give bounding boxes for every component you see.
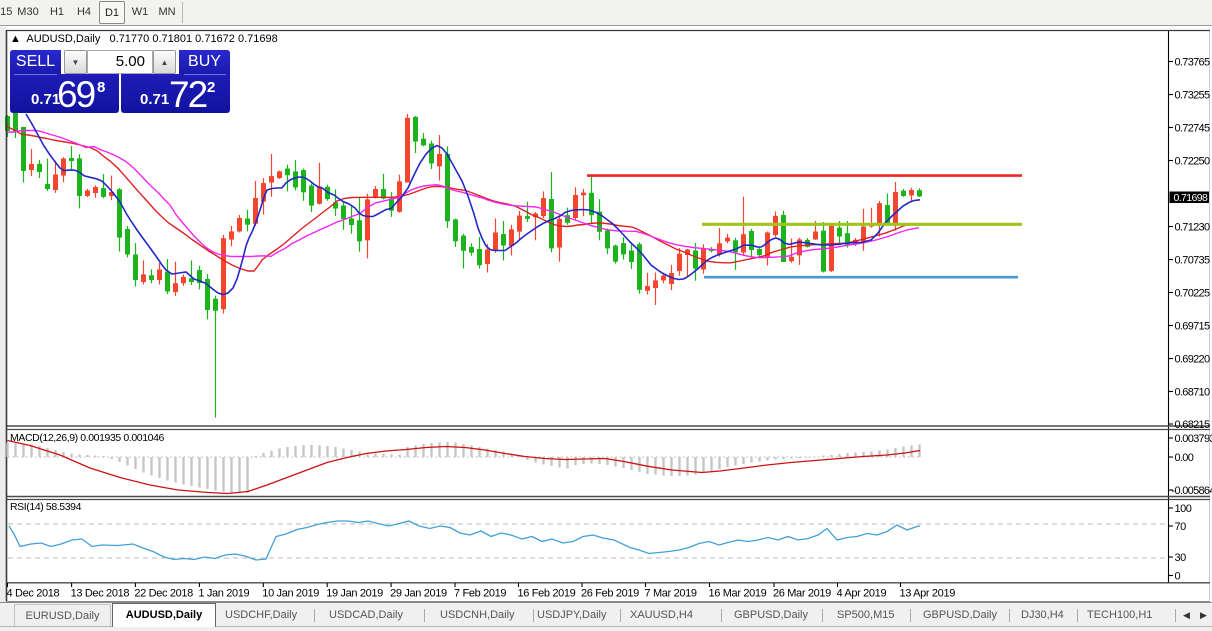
svg-text:13 Apr 2019: 13 Apr 2019 (900, 588, 956, 600)
svg-text:0.68215: 0.68215 (1175, 419, 1210, 431)
svg-text:29 Jan 2019: 29 Jan 2019 (390, 588, 447, 600)
svg-text:16 Mar 2019: 16 Mar 2019 (709, 588, 767, 600)
svg-text:13 Dec 2018: 13 Dec 2018 (71, 588, 130, 600)
svg-text:0.73255: 0.73255 (1175, 90, 1210, 102)
svg-text:19 Jan 2019: 19 Jan 2019 (326, 588, 383, 600)
svg-text:26 Feb 2019: 26 Feb 2019 (581, 588, 639, 600)
svg-text:4 Apr 2019: 4 Apr 2019 (837, 588, 887, 600)
svg-text:0.00: 0.00 (1175, 452, 1194, 464)
svg-text:0: 0 (1175, 571, 1181, 583)
svg-text:0.71698: 0.71698 (1174, 192, 1209, 204)
svg-text:0.73765: 0.73765 (1175, 57, 1210, 69)
svg-text:0.72745: 0.72745 (1175, 123, 1210, 135)
svg-text:30: 30 (1175, 552, 1187, 564)
svg-text:-0.005864: -0.005864 (1172, 485, 1212, 497)
svg-text:22 Dec 2018: 22 Dec 2018 (134, 588, 193, 600)
svg-text:0.69220: 0.69220 (1175, 354, 1210, 366)
svg-text:0.003793: 0.003793 (1175, 433, 1212, 445)
svg-text:4 Dec 2018: 4 Dec 2018 (7, 588, 60, 600)
svg-text:0.70225: 0.70225 (1175, 288, 1210, 300)
svg-text:7 Mar 2019: 7 Mar 2019 (645, 588, 697, 600)
svg-text:1 Jan 2019: 1 Jan 2019 (198, 588, 249, 600)
svg-text:0.72250: 0.72250 (1175, 156, 1210, 168)
svg-text:16 Feb 2019: 16 Feb 2019 (518, 588, 576, 600)
svg-text:0.68710: 0.68710 (1175, 387, 1210, 399)
svg-text:26 Mar 2019: 26 Mar 2019 (773, 588, 831, 600)
svg-text:MACD(12,26,9) 0.001935 0.00104: MACD(12,26,9) 0.001935 0.001046 (10, 432, 165, 444)
svg-text:100: 100 (1175, 503, 1192, 515)
svg-text:0.71230: 0.71230 (1175, 222, 1210, 234)
svg-text:70: 70 (1175, 521, 1187, 533)
svg-text:7 Feb 2019: 7 Feb 2019 (454, 588, 506, 600)
svg-text:0.70735: 0.70735 (1175, 255, 1210, 267)
svg-text:RSI(14) 58.5394: RSI(14) 58.5394 (10, 501, 82, 513)
svg-text:10 Jan 2019: 10 Jan 2019 (262, 588, 319, 600)
svg-text:0.69715: 0.69715 (1175, 321, 1210, 333)
